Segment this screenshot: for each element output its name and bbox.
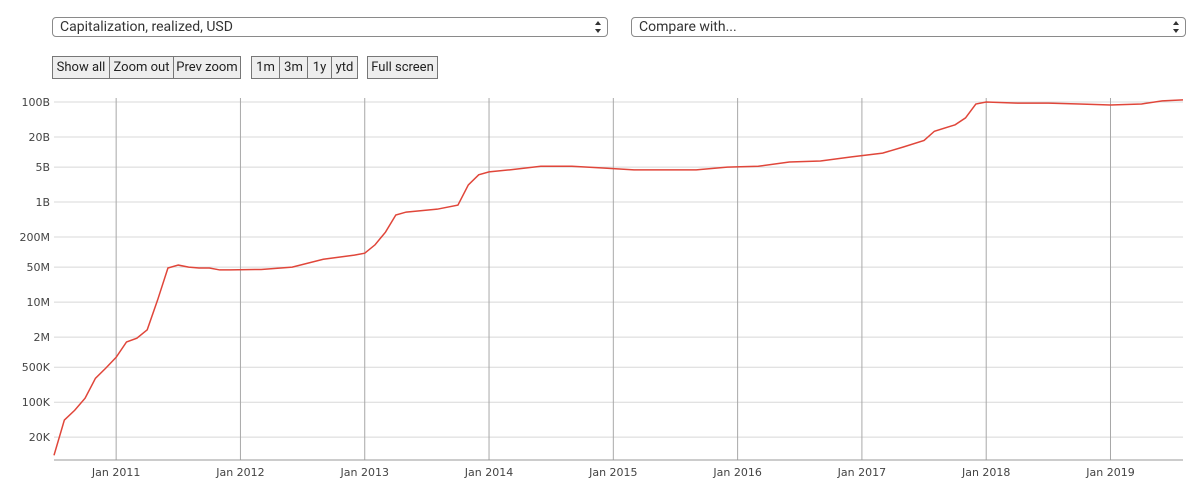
x-tick-label: Jan 2016: [712, 466, 761, 479]
y-tick-label: 10M: [27, 296, 51, 309]
metric-label: Capitalization, realized, USD: [60, 19, 233, 35]
y-tick-label: 100K: [22, 396, 51, 409]
compare-label: Compare with...: [639, 19, 737, 35]
compare-select[interactable]: Compare with...: [631, 17, 1186, 37]
y-tick-label: 2M: [34, 331, 51, 344]
y-tick-label: 100B: [21, 96, 50, 109]
x-tick-label: Jan 2013: [340, 466, 389, 479]
select-arrows: [1173, 21, 1179, 33]
x-tick-label: Jan 2012: [215, 466, 264, 479]
button[interactable]: ytd: [331, 56, 358, 79]
x-tick-label: Jan 2015: [588, 466, 637, 479]
x-tick-label: Jan 2011: [91, 466, 140, 479]
y-tick-label: 20K: [29, 431, 51, 444]
button[interactable]: Show all: [52, 56, 110, 79]
x-tick-label: Jan 2014: [464, 466, 513, 479]
metric-select[interactable]: Capitalization, realized, USD: [52, 17, 608, 37]
y-tick-label: 1B: [35, 196, 50, 209]
y-tick-label: 20B: [28, 131, 50, 144]
y-tick-label: 5B: [35, 161, 50, 174]
data-line: [53, 99, 1184, 456]
y-tick-label: 500K: [22, 361, 51, 374]
y-tick-label: 50M: [27, 261, 51, 274]
select-arrows: [595, 21, 601, 33]
x-tick-label: Jan 2017: [837, 466, 886, 479]
x-tick-label: Jan 2018: [961, 466, 1010, 479]
y-tick-label: 200M: [20, 231, 51, 244]
button[interactable]: 3m: [279, 56, 308, 79]
button[interactable]: Full screen: [367, 56, 438, 79]
button[interactable]: Prev zoom: [173, 56, 241, 79]
x-tick-label: Jan 2019: [1085, 466, 1134, 479]
